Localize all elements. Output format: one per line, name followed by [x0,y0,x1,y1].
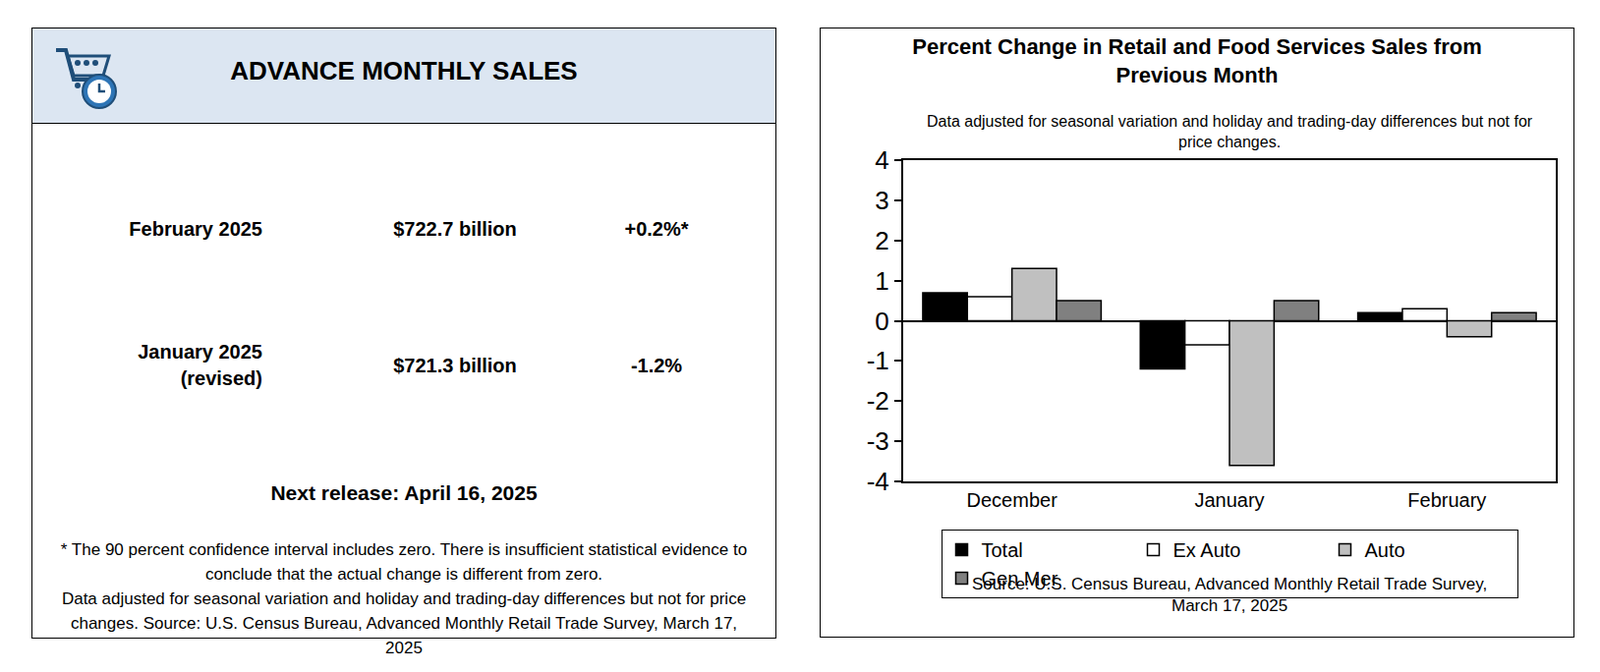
svg-text:Total: Total [981,539,1024,562]
svg-text:Data adjusted for seasonal var: Data adjusted for seasonal variation and… [926,113,1534,151]
svg-text:January: January [1194,489,1264,512]
svg-text:4: 4 [874,145,889,175]
svg-text:-2: -2 [866,386,890,416]
html-text:(revised): (revised) [180,367,263,390]
svg-text:February: February [1407,489,1486,512]
svg-text:Source: U.S. Census Bureau, Ad: Source: U.S. Census Bureau, Advanced Mon… [971,574,1487,616]
svg-text:2: 2 [874,226,889,256]
html-text:February 2025: February 2025 [129,218,263,240]
svg-text:3: 3 [874,185,889,216]
svg-text:1: 1 [874,266,889,296]
html-text:$722.7 billion: $722.7 billion [393,218,517,240]
svg-text:Gen Mer: Gen Mer [981,568,1059,590]
svg-text:-4: -4 [866,466,890,497]
svg-text:-3: -3 [866,426,890,457]
html-text:Next release: April 16, 2025: Next release: April 16, 2025 [270,481,538,505]
html-text:Data adjusted for seasonal var: Data adjusted for seasonal variation and… [61,589,747,658]
html-text:$721.3 billion: $721.3 billion [393,354,517,376]
html-text:* The 90 percent confidence in: * The 90 percent confidence interval inc… [60,540,748,584]
html-text:ADVANCE MONTHLY SALES: ADVANCE MONTHLY SALES [230,56,578,86]
svg-text:Auto: Auto [1365,539,1406,562]
html-text:-1.2%: -1.2% [630,354,683,376]
svg-text:Percent Change in Retail and F: Percent Change in Retail and Food Servic… [912,34,1483,88]
html-text:January 2025: January 2025 [137,341,263,363]
svg-text:Ex Auto: Ex Auto [1173,539,1242,562]
svg-text:0: 0 [874,306,889,337]
svg-text:-1: -1 [866,345,890,376]
html-text:+0.2%*: +0.2%* [624,218,689,240]
svg-text:December: December [967,489,1059,512]
